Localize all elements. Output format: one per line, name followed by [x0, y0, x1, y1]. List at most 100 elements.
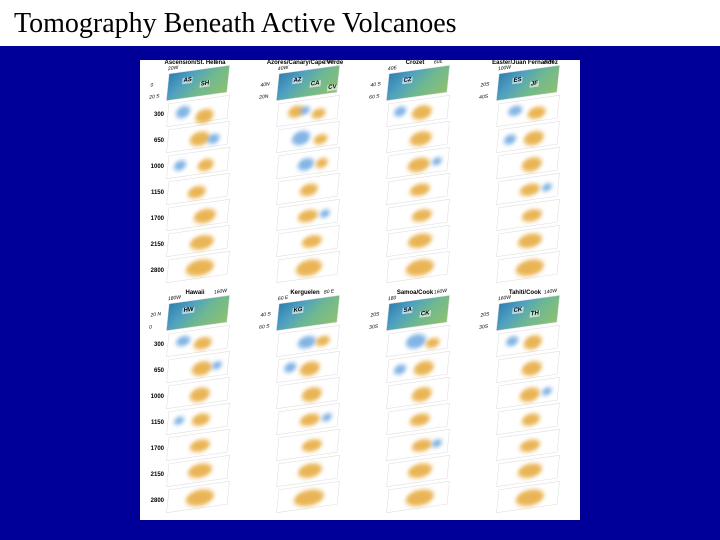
depth-slice: [277, 96, 339, 127]
depth-slice: [387, 200, 449, 231]
axis-label: 30S: [479, 324, 489, 331]
hotspot-marker: CV: [327, 84, 338, 92]
anomaly-blob: [197, 158, 214, 172]
anomaly-blob: [185, 258, 215, 278]
anomaly-blob: [299, 360, 320, 377]
tile-stack: 100W80W20S40SESJF: [498, 70, 576, 282]
depth-label: 1000: [142, 154, 164, 180]
depth-label: 1150: [142, 180, 164, 206]
depth-slice: [167, 96, 229, 127]
depth-slice: [167, 252, 229, 283]
anomaly-blob: [411, 386, 432, 403]
column-header: Tahiti/Cook: [470, 290, 580, 296]
depth-slice: [497, 404, 559, 435]
depth-slice: [167, 326, 229, 357]
anomaly-blob: [299, 183, 318, 198]
anomaly-blob: [541, 183, 552, 193]
tile-stack: 160W140W20S30SCKTH: [498, 300, 576, 512]
axis-label: 20S: [370, 311, 380, 318]
anomaly-blob: [313, 133, 328, 145]
anomaly-blob: [407, 462, 432, 480]
depth-label: 2150: [142, 462, 164, 488]
depth-slice: [387, 252, 449, 283]
depth-slice: [387, 174, 449, 205]
depth-slice: [277, 404, 339, 435]
depth-slice: [277, 326, 339, 357]
depth-slice: [497, 252, 559, 283]
depth-slice: [277, 456, 339, 487]
depth-label: 2800: [142, 258, 164, 284]
axis-label: 0: [149, 324, 152, 330]
tile-stack: 180160W20S30SSACK: [388, 300, 466, 512]
anomaly-blob: [407, 156, 430, 173]
hotspot-marker: CK: [419, 310, 430, 318]
anomaly-blob: [523, 334, 542, 351]
depth-slice: [387, 404, 449, 435]
axis-label: 40W: [278, 65, 289, 73]
column-0: Ascension/St. Helena30065010001150170021…: [140, 60, 250, 290]
depth-slice: [497, 174, 559, 205]
axis-label: 20S: [480, 81, 490, 88]
hotspot-marker: CZ: [402, 77, 413, 84]
depth-label: 650: [142, 128, 164, 154]
axis-label: 20W: [168, 65, 179, 73]
depth-slice: [277, 482, 339, 513]
anomaly-blob: [521, 156, 542, 173]
anomaly-blob: [411, 438, 432, 453]
hotspot-marker: KG: [292, 307, 304, 315]
anomaly-blob: [174, 416, 185, 426]
column-header: Crozet: [360, 60, 470, 66]
depth-slice: [497, 352, 559, 383]
axis-label: 160W: [498, 294, 512, 302]
column-1: Azores/Canary/Cape Verde40W20W40N20NAZCA…: [250, 60, 360, 290]
axis-label: 60 E: [278, 295, 289, 303]
depth-label: 1000: [142, 384, 164, 410]
anomaly-blob: [541, 387, 552, 397]
depth-slice: [167, 226, 229, 257]
depth-slice: [387, 456, 449, 487]
column-3: Tahiti/Cook 160W140W20S30SCKTH: [470, 290, 580, 520]
anomaly-blob: [301, 386, 322, 403]
hotspot-marker: CK: [512, 307, 523, 315]
anomaly-blob: [405, 258, 435, 278]
anomaly-blob: [187, 462, 212, 480]
anomaly-blob: [409, 182, 430, 197]
anomaly-blob: [521, 360, 542, 377]
depth-slice: [167, 174, 229, 205]
depth-labels: 30065010001150170021502800: [142, 332, 164, 514]
depth-label: 1700: [142, 436, 164, 462]
anomaly-blob: [405, 488, 435, 508]
depth-slice: [277, 352, 339, 383]
depth-slice: [497, 482, 559, 513]
column-1: Kerguelen 60 E80 E40 S60 SKG: [250, 290, 360, 520]
anomaly-blob: [506, 335, 519, 347]
axis-label: 40 S: [370, 81, 381, 89]
anomaly-blob: [315, 335, 330, 347]
depth-slice: [167, 404, 229, 435]
depth-slice: [387, 352, 449, 383]
column-header: Hawaii: [140, 290, 250, 296]
column-header: Kerguelen: [250, 290, 360, 296]
tile-stack: 60 E80 E40 S60 SKG: [278, 300, 356, 512]
depth-slice: [277, 174, 339, 205]
depth-slice: [387, 148, 449, 179]
surface-tile: 180160W20S30SSACK: [387, 296, 450, 331]
anomaly-blob: [517, 232, 542, 250]
anomaly-blob: [405, 333, 426, 350]
depth-slice: [277, 122, 339, 153]
depth-slice: [497, 430, 559, 461]
axis-label: 20 S: [149, 93, 160, 101]
anomaly-blob: [517, 462, 542, 480]
anomaly-blob: [297, 335, 316, 350]
anomaly-blob: [411, 208, 432, 223]
depth-slice: [387, 482, 449, 513]
column-3: Easter/Juan Fernandez100W80W20S40SESJF: [470, 60, 580, 290]
anomaly-blob: [508, 105, 523, 117]
hotspot-marker: ES: [512, 77, 523, 84]
axis-label: 0: [214, 59, 217, 65]
anomaly-blob: [321, 413, 332, 423]
anomaly-blob: [521, 412, 540, 427]
axis-label: 30S: [369, 324, 379, 331]
anomaly-blob: [291, 130, 310, 147]
anomaly-blob: [297, 209, 318, 224]
